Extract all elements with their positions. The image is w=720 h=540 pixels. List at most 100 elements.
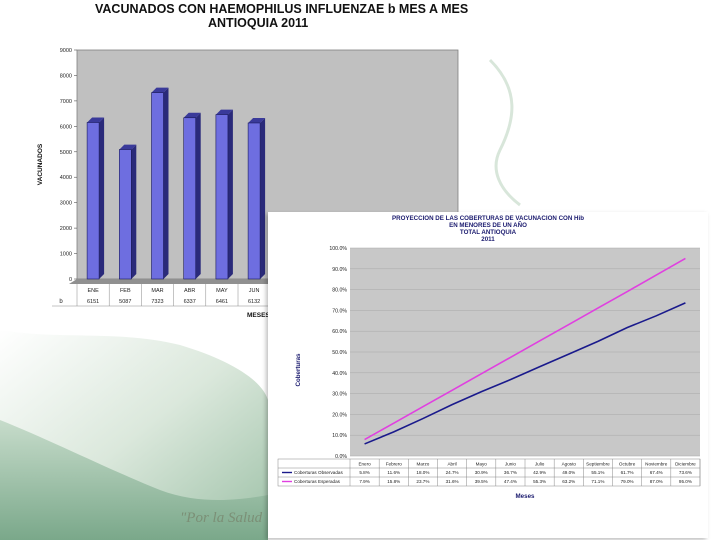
line-chart-title-line-1: PROYECCION DE LAS COBERTURAS DE VACUNACI… xyxy=(391,215,585,222)
bar-x-axis-label: MESES xyxy=(247,312,270,319)
bar-value-label: 7323 xyxy=(151,299,163,305)
line-legend-label: Coberturas Esperadas xyxy=(294,479,341,484)
line-y-tick-label: 60.0% xyxy=(332,329,347,335)
line-y-tick-label: 50.0% xyxy=(332,350,347,356)
line-category-label: Septiembre xyxy=(586,462,610,467)
line-chart-title-line-2: EN MENORES DE UN AÑO xyxy=(449,222,527,229)
line-x-axis-label: Meses xyxy=(516,493,535,500)
line-data-label: 24.7% xyxy=(446,470,459,475)
line-category-label: Abril xyxy=(447,462,456,467)
bar-y-tick-label: 1000 xyxy=(60,252,72,258)
line-series-1 xyxy=(364,302,686,445)
bar-category-label: FEB xyxy=(120,288,131,294)
line-category-label: Diciembre xyxy=(675,462,696,467)
bar-side xyxy=(260,117,266,279)
bar-side xyxy=(99,117,105,280)
line-chart-title-line-3: TOTAL ANTIOQUIA xyxy=(459,229,517,236)
bar-side xyxy=(227,109,233,279)
bar-y-tick-label: 8000 xyxy=(60,73,72,79)
line-data-label: 11.6% xyxy=(387,470,400,475)
line-category-label: Noviembre xyxy=(645,462,668,467)
line-category-label: Octubre xyxy=(619,462,636,467)
line-y-tick-label: 40.0% xyxy=(332,371,347,377)
line-data-label: 31.6% xyxy=(446,479,459,484)
line-data-label: 42.9% xyxy=(533,470,546,475)
bar-y-tick-label: 5000 xyxy=(60,150,72,156)
line-data-label: 61.7% xyxy=(621,470,634,475)
bar-value-label: 6132 xyxy=(248,299,260,305)
line-series-2 xyxy=(364,257,686,441)
bar-y-axis-label: VACUNADOS xyxy=(37,143,44,185)
line-chart-title-line-4: 2011 xyxy=(481,236,495,243)
line-y-tick-label: 30.0% xyxy=(332,392,347,398)
bar xyxy=(215,114,229,280)
line-y-tick-label: 80.0% xyxy=(332,288,347,294)
line-category-label: Enero xyxy=(358,462,371,467)
line-data-label: 36.7% xyxy=(504,470,517,475)
line-data-label: 18.0% xyxy=(416,470,429,475)
bar-top xyxy=(183,112,201,118)
line-legend-label: Coberturas Observadas xyxy=(294,470,343,475)
line-data-label: 30.9% xyxy=(475,470,488,475)
bar-top xyxy=(87,117,105,123)
bar-category-label: ABR xyxy=(184,288,195,294)
bar-category-label: JUN xyxy=(249,288,260,294)
bar xyxy=(247,122,261,280)
bar-table-row-label: b xyxy=(59,299,63,305)
background-swoosh-dark xyxy=(0,420,268,540)
line-y-axis-label: Coberturas xyxy=(295,353,302,387)
line-y-tick-label: 20.0% xyxy=(332,412,347,418)
bar-y-tick-label: 7000 xyxy=(60,99,72,105)
line-chart: 0.0% 10.0% 20.0% 30.0% 40.0% 50.0% 60.0% 70.0% 8… xyxy=(277,246,701,500)
line-category-label: Mayo xyxy=(476,462,488,467)
bar-top xyxy=(119,144,137,150)
background-curl xyxy=(488,58,521,207)
bar-y-tick-label: 0 xyxy=(69,277,72,283)
bar-side xyxy=(195,112,201,280)
line-data-label: 79.0% xyxy=(621,479,634,484)
bar xyxy=(151,92,164,280)
line-data-label: 47.4% xyxy=(504,479,517,484)
bar-y-tick-label: 4000 xyxy=(60,175,72,181)
line-data-label: 95.0% xyxy=(679,479,692,484)
bar xyxy=(86,122,100,280)
bar-y-tick-label: 2000 xyxy=(60,226,72,232)
line-data-label: 55.3% xyxy=(533,479,546,484)
bar-top xyxy=(215,109,233,115)
slogan-text: "Por la Salud xyxy=(180,510,263,526)
bar-category-label: MAY xyxy=(216,288,228,294)
line-data-label: 87.0% xyxy=(650,479,663,484)
line-data-label: 23.7% xyxy=(416,479,429,484)
line-category-label: Febrero xyxy=(386,462,403,467)
line-data-table xyxy=(277,458,701,487)
bar-side xyxy=(131,144,137,279)
bar-chart-subtitle: ANTIOQUIA 2011 xyxy=(208,16,309,30)
line-y-tick-label: 100.0% xyxy=(329,246,347,252)
line-y-tick-label: 90.0% xyxy=(332,267,347,273)
bar-y-tick-label: 3000 xyxy=(60,201,72,207)
bar-y-tick-label: 6000 xyxy=(60,124,72,130)
line-y-tick-label: 10.0% xyxy=(332,433,347,439)
line-category-label: Agosto xyxy=(562,462,577,467)
line-data-label: 49.0% xyxy=(562,470,575,475)
bar-value-label: 6337 xyxy=(184,299,196,305)
line-category-label: Marzo xyxy=(417,462,430,467)
bar-chart-title: VACUNADOS CON HAEMOPHILUS INFLUENZAE b M… xyxy=(95,2,469,16)
bar-value-label: 6461 xyxy=(216,299,228,305)
bar-category-label: MAR xyxy=(151,288,163,294)
line-data-label: 67.4% xyxy=(650,470,663,475)
line-data-label: 73.6% xyxy=(679,470,692,475)
line-data-label: 5.8% xyxy=(359,470,369,475)
bar-top xyxy=(248,117,266,123)
line-category-label: Julio xyxy=(535,462,545,467)
bar-category-label: ENE xyxy=(87,288,99,294)
line-data-label: 7.9% xyxy=(359,479,369,484)
bar-top xyxy=(151,87,169,93)
bar-side xyxy=(163,87,169,279)
line-data-label: 63.2% xyxy=(562,479,575,484)
bar-value-label: 5087 xyxy=(119,299,131,305)
line-chart-panel: PROYECCION DE LAS COBERTURAS DE VACUNACI… xyxy=(268,212,708,538)
bar xyxy=(119,149,132,280)
line-category-label: Junio xyxy=(505,462,516,467)
